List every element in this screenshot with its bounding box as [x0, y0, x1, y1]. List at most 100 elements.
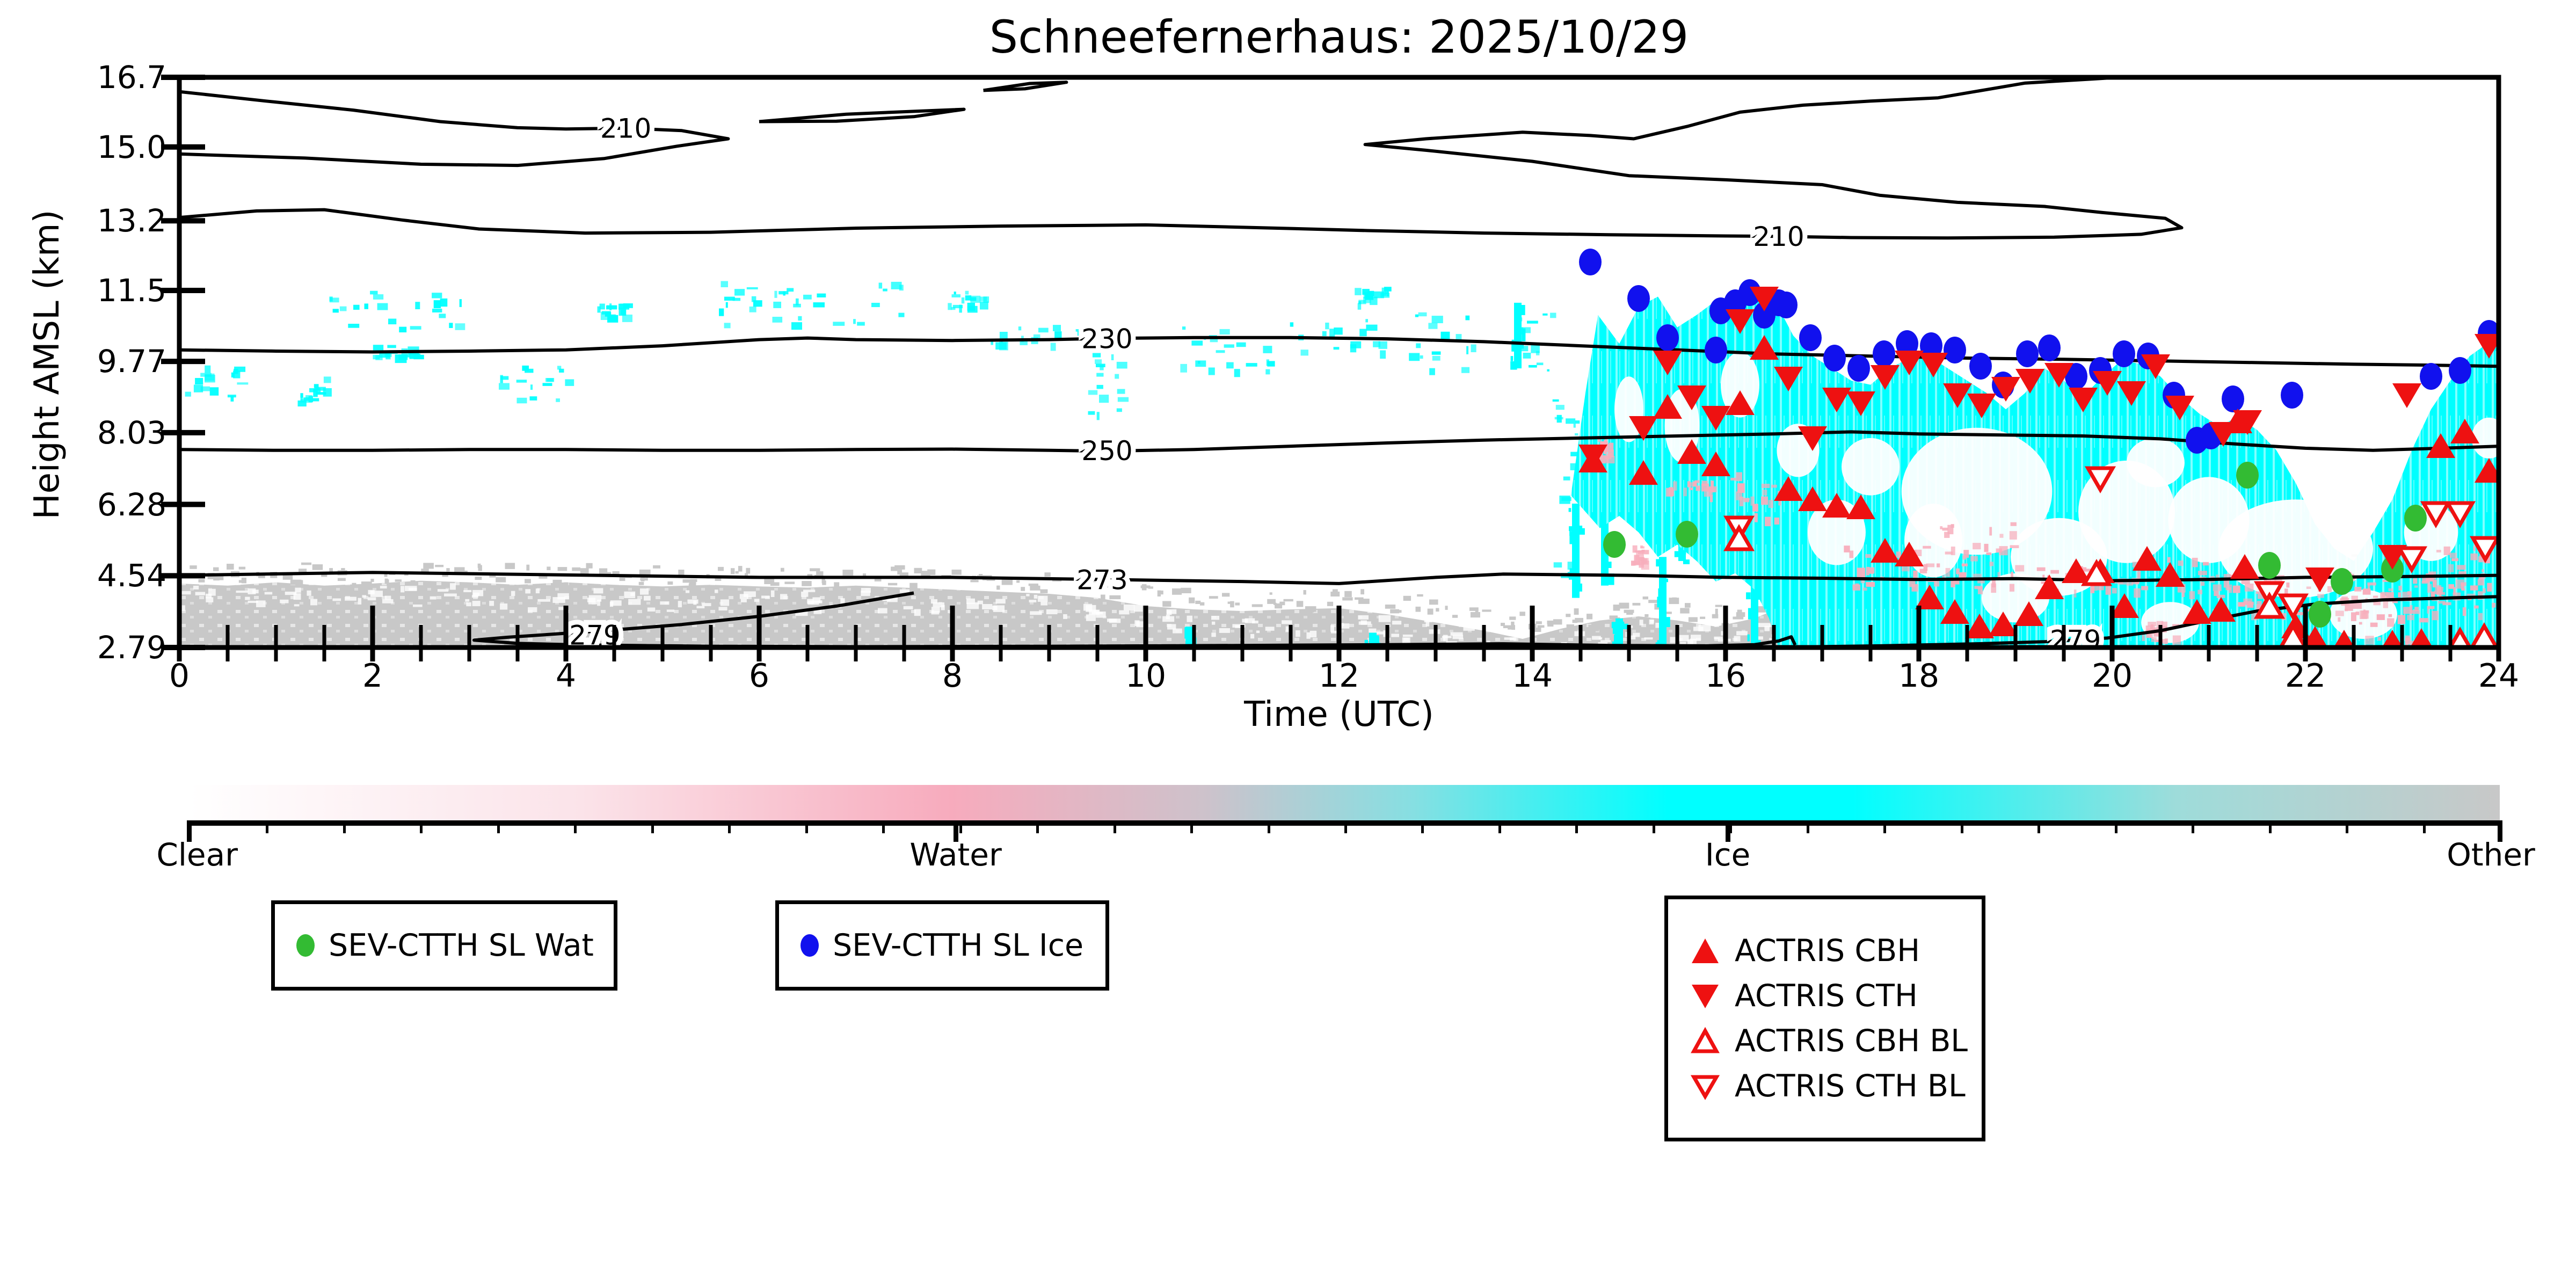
colorbar-minor-tick	[1036, 820, 1039, 833]
colorbar-minor-tick	[2422, 820, 2426, 833]
chart-title: Schneefernerhaus: 2025/10/29	[989, 11, 1689, 63]
legend-actris-cth-label: ACTRIS CTH	[1735, 978, 1918, 1014]
legend-actris-cbh-row: ACTRIS CBH	[1690, 933, 1982, 969]
plot-area: 210 210 230 250 273 279 279	[161, 75, 2501, 661]
legend-sev-wat-label: SEV-CTTH SL Wat	[329, 928, 594, 963]
colorbar-label-clear: Clear	[156, 836, 238, 873]
x-tick-4: 4	[555, 657, 577, 695]
y-tick-9.77: 9.77	[97, 343, 166, 380]
x-tick-6: 6	[748, 657, 770, 695]
colorbar-minor-tick	[1652, 820, 1655, 833]
colorbar-label-water: Water	[909, 836, 1002, 873]
colorbar-minor-tick	[882, 820, 885, 833]
x-tick-22: 22	[2284, 657, 2326, 695]
y-tick-4.54: 4.54	[97, 557, 166, 594]
y-tick-8.03: 8.03	[97, 414, 166, 451]
contour-label-279: 279	[569, 620, 620, 651]
colorbar-minor-tick	[266, 820, 269, 833]
x-tick-8: 8	[942, 657, 963, 695]
x-tick-24: 24	[2478, 657, 2520, 695]
x-tick-2: 2	[362, 657, 383, 695]
legend-actris-cbh-bl-label: ACTRIS CBH BL	[1735, 1023, 1968, 1059]
x-tick-0: 0	[169, 657, 190, 695]
x-tick-10: 10	[1125, 657, 1167, 695]
plot-content: 210 210 230 250 273 279 279	[179, 77, 2499, 656]
series-sev-ctth-sl-wat	[1603, 462, 2427, 628]
legend-sev-ice-label: SEV-CTTH SL Ice	[833, 928, 1084, 963]
colorbar-minor-tick	[651, 820, 654, 833]
y-tick-15.0: 15.0	[97, 128, 166, 165]
colorbar-minor-tick	[2192, 820, 2195, 833]
x-tick-12: 12	[1318, 657, 1360, 695]
colorbar-minor-tick	[1190, 820, 1194, 833]
triangle-up-open-icon	[1691, 1027, 1720, 1053]
temperature-contour-273	[179, 571, 2499, 585]
y-tick-2.79: 2.79	[97, 629, 166, 666]
contour-label-273: 273	[1076, 564, 1127, 595]
legend-sev-ctth-ice: SEV-CTTH SL Ice	[775, 900, 1109, 991]
colorbar-gradient	[189, 785, 2500, 820]
colorbar-minor-tick	[1113, 820, 1116, 833]
triangle-down-open-icon	[1690, 1075, 1720, 1100]
legend-actris-cbh-bl-row: ACTRIS CBH BL	[1690, 1023, 1982, 1059]
y-tick-13.2: 13.2	[97, 202, 166, 239]
ice-circle-icon	[801, 934, 819, 957]
legend-actris: ACTRIS CBH ACTRIS CTH ACTRIS CBH BL ACTR…	[1664, 896, 1985, 1141]
colorbar-major-tick	[2498, 820, 2502, 842]
colorbar-minor-tick	[1960, 820, 1963, 833]
x-tick-20: 20	[2091, 657, 2133, 695]
temperature-contour-210	[759, 107, 966, 123]
y-tick-16.7: 16.7	[97, 59, 166, 96]
colorbar-label-other: Other	[2447, 836, 2535, 873]
colorbar-minor-tick	[574, 820, 577, 833]
colorbar-major-tick	[187, 820, 192, 842]
x-tick-16: 16	[1705, 657, 1747, 695]
x-tick-18: 18	[1898, 657, 1940, 695]
temperature-contour-210	[179, 77, 2184, 240]
colorbar-minor-tick	[1267, 820, 1270, 833]
y-tick-11.5: 11.5	[97, 272, 166, 309]
colorbar-minor-tick	[497, 820, 500, 833]
colorbar-major-tick	[1726, 820, 1731, 842]
colorbar-minor-tick	[1575, 820, 1578, 833]
colorbar-minor-tick	[959, 820, 962, 833]
x-axis-label: Time (UTC)	[1244, 695, 1434, 734]
colorbar-minor-tick	[1498, 820, 1501, 833]
legend-actris-cth-bl-row: ACTRIS CTH BL	[1690, 1068, 1982, 1104]
axes-frame	[161, 75, 2501, 661]
temperature-contour-279	[1783, 595, 2499, 647]
triangle-up-filled-icon	[1692, 938, 1719, 963]
colorbar-label-ice: Ice	[1705, 836, 1751, 873]
series-actris-cth	[1578, 287, 2499, 592]
contour-label-230: 230	[1081, 323, 1132, 354]
triangle-down-filled-icon	[1692, 985, 1719, 1008]
colorbar: Clear Water Ice Other	[156, 785, 2535, 873]
temperature-contour-210	[179, 90, 730, 168]
colorbar-minor-tick	[728, 820, 731, 833]
colorbar-minor-tick	[1421, 820, 1424, 833]
contour-label-250: 250	[1081, 435, 1132, 467]
colorbar-minor-tick	[2346, 820, 2349, 833]
contour-label-210: 210	[600, 113, 651, 144]
x-tick-14: 14	[1511, 657, 1553, 695]
legend-actris-cbh-label: ACTRIS CBH	[1735, 933, 1920, 969]
legend-actris-cth-row: ACTRIS CTH	[1690, 978, 1982, 1014]
legend-sev-ctth-wat: SEV-CTTH SL Wat	[271, 900, 617, 991]
colorbar-minor-tick	[420, 820, 423, 833]
water-circle-icon	[296, 934, 315, 957]
legend-actris-cth-bl-label: ACTRIS CTH BL	[1735, 1068, 1966, 1104]
colorbar-minor-tick	[2037, 820, 2041, 833]
y-tick-6.28: 6.28	[97, 486, 166, 523]
colorbar-minor-tick	[2114, 820, 2117, 833]
colorbar-minor-tick	[1883, 820, 1887, 833]
colorbar-minor-tick	[1729, 820, 1733, 833]
colorbar-minor-tick	[343, 820, 346, 833]
colorbar-minor-tick	[805, 820, 808, 833]
contour-label-279: 279	[2050, 625, 2101, 656]
temperature-contour-210	[983, 81, 1068, 92]
colorbar-major-tick	[954, 820, 959, 842]
contour-label-210: 210	[1753, 221, 1804, 252]
colorbar-minor-tick	[1344, 820, 1347, 833]
series-actris-cbh-bl	[1723, 523, 2499, 647]
